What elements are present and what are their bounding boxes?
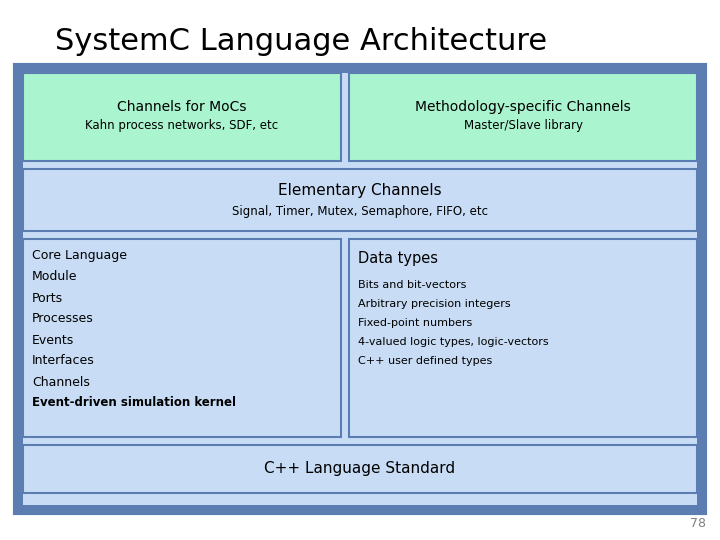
Text: C++ user defined types: C++ user defined types (358, 356, 492, 366)
Text: Signal, Timer, Mutex, Semaphore, FIFO, etc: Signal, Timer, Mutex, Semaphore, FIFO, e… (232, 205, 488, 218)
Text: Elementary Channels: Elementary Channels (278, 184, 442, 199)
Text: Master/Slave library: Master/Slave library (464, 118, 582, 132)
Bar (23, 73, 341, 161)
Bar (349, 73, 697, 161)
Text: Methodology-specific Channels: Methodology-specific Channels (415, 100, 631, 114)
Bar (23, 73, 697, 505)
Text: 4-valued logic types, logic-vectors: 4-valued logic types, logic-vectors (358, 337, 549, 347)
Text: Interfaces: Interfaces (32, 354, 95, 368)
Bar (15, 65, 705, 513)
Text: Fixed-point numbers: Fixed-point numbers (358, 318, 472, 328)
Text: Kahn process networks, SDF, etc: Kahn process networks, SDF, etc (86, 118, 279, 132)
Text: Channels for MoCs: Channels for MoCs (117, 100, 247, 114)
Text: Arbitrary precision integers: Arbitrary precision integers (358, 299, 510, 309)
Text: C++ Language Standard: C++ Language Standard (264, 462, 456, 476)
Text: Events: Events (32, 334, 74, 347)
Text: Bits and bit-vectors: Bits and bit-vectors (358, 280, 467, 290)
Text: Data types: Data types (358, 251, 438, 266)
Bar (349, 239, 697, 437)
Text: Event-driven simulation kernel: Event-driven simulation kernel (32, 396, 236, 409)
Text: SystemC Language Architecture: SystemC Language Architecture (55, 28, 547, 57)
Text: 78: 78 (690, 517, 706, 530)
Text: Processes: Processes (32, 313, 94, 326)
Text: Module: Module (32, 271, 78, 284)
Text: Core Language: Core Language (32, 249, 127, 262)
Text: Channels: Channels (32, 375, 90, 388)
Bar (23, 445, 697, 493)
Bar (23, 169, 697, 231)
Bar (15, 65, 705, 513)
Bar (23, 239, 341, 437)
Text: Ports: Ports (32, 292, 63, 305)
